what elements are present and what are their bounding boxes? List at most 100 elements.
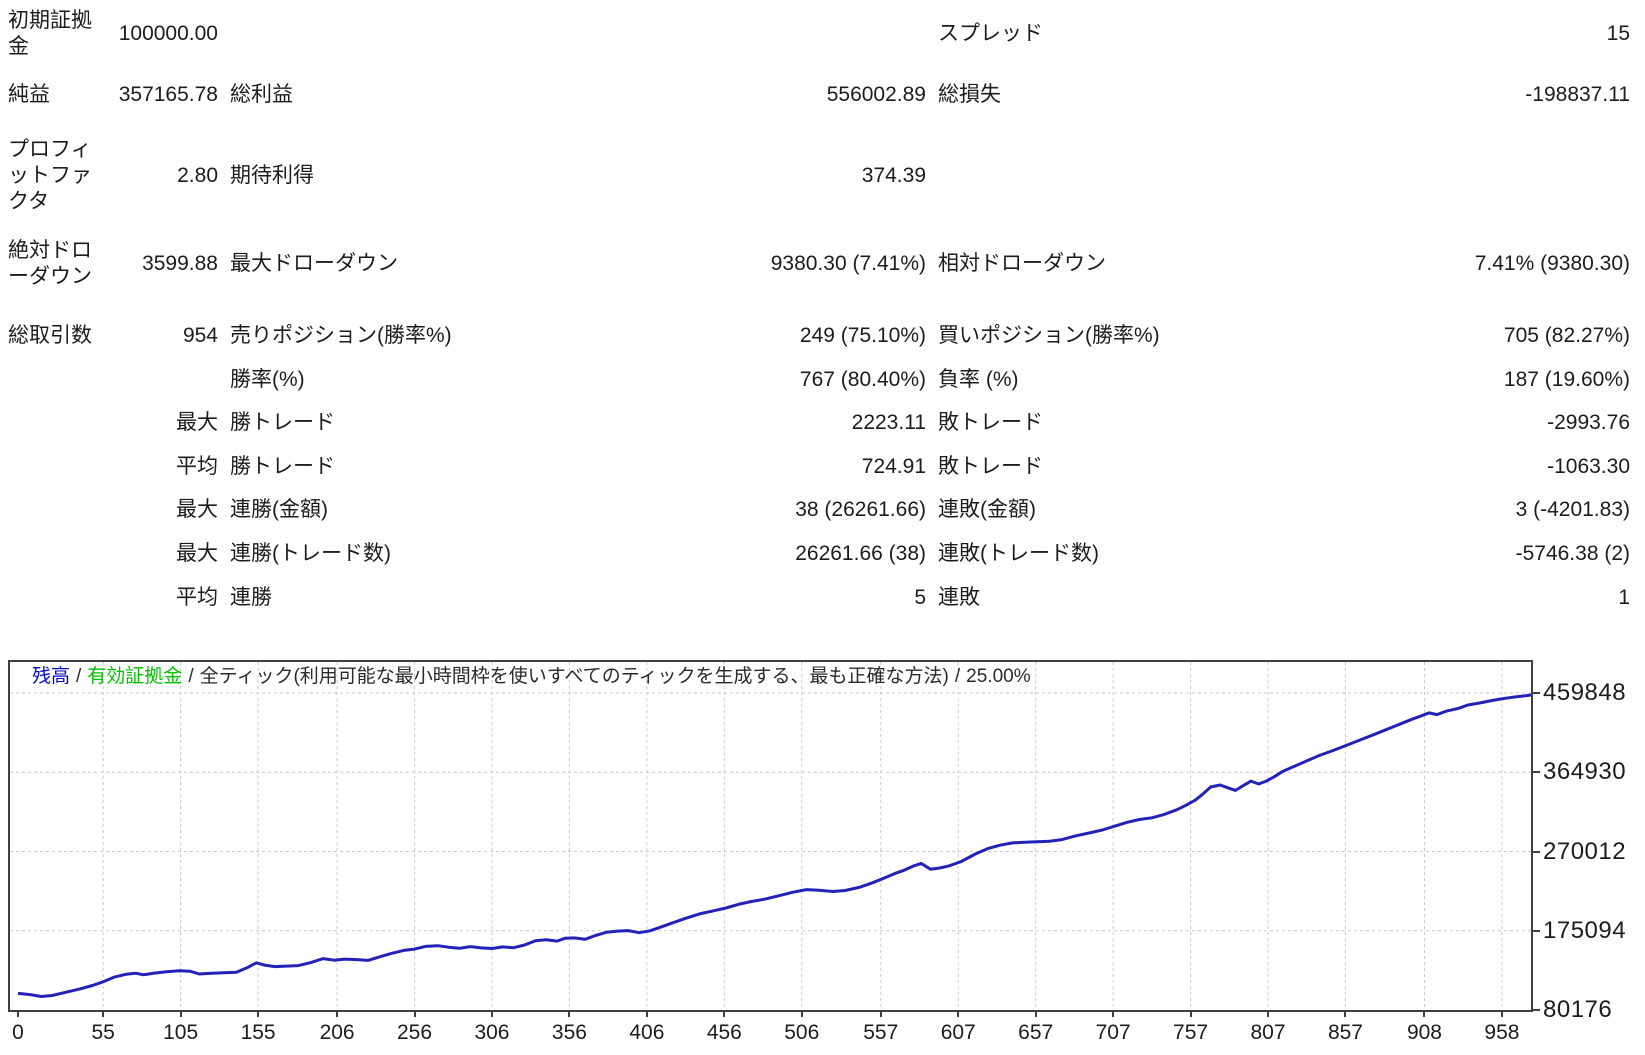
stat-label-1: 初期証拠金 [8,9,92,58]
stat-value-1: 100000.00 [118,22,218,45]
x-axis-label: 356 [551,1021,587,1044]
y-axis-tick [1533,850,1540,853]
x-axis-label: 55 [91,1021,115,1044]
stat-row: 平均 連勝 5 連敗 1 [0,585,1645,611]
stat-value-2: 38 (26261.66) [795,498,926,521]
legend-balance-label: 残高 [32,666,71,687]
stat-label-3: 敗トレード [938,455,1043,478]
x-axis-label: 857 [1327,1021,1363,1044]
y-axis-label: 270012 [1543,837,1627,865]
stat-label-3: 敗トレード [938,411,1043,434]
stat-value-1: 954 [182,324,218,347]
x-axis-tick [490,1012,493,1017]
stat-label-3: 連敗 [938,586,980,609]
stat-label-2: 総利益 [230,83,293,106]
x-axis-label: 958 [1484,1021,1520,1044]
x-axis-label: 406 [629,1021,665,1044]
x-axis-label: 456 [706,1021,742,1044]
stat-value-2: 374.39 [861,164,926,187]
x-axis-label: 206 [319,1021,355,1044]
stat-label-3: スプレッド [938,22,1043,45]
stat-label-1: 絶対ドローダウン [8,239,92,288]
x-axis-label: 155 [240,1021,276,1044]
stat-value-1: 357165.78 [118,83,218,106]
stat-value-1: 平均 [176,455,218,478]
stat-value-1: 2.80 [177,164,218,187]
legend-quality-value: 25.00% [966,666,1031,687]
x-axis-tick [257,1012,260,1017]
x-axis-tick [1034,1012,1037,1017]
y-axis-label: 364930 [1543,758,1627,786]
x-axis-tick [723,1012,726,1017]
balance-chart-canvas [10,662,1531,1010]
x-axis-tick [179,1012,182,1017]
x-axis-tick [1423,1012,1426,1017]
stat-value-2: 556002.89 [826,83,926,106]
stat-value-1: 最大 [176,498,218,521]
y-axis-tick [1533,1009,1540,1011]
x-axis-tick [1267,1012,1270,1017]
stat-value-3: 15 [1606,22,1630,45]
stat-row: 総取引数 954 売りポジション(勝率%) 249 (75.10%) 買いポジション(勝… [0,323,1645,349]
stat-label-1: 総取引数 [8,324,92,347]
stat-row: 絶対ドローダウン 3599.88 最大ドローダウン 9380.30 (7.41%) 相対… [0,238,1645,290]
stat-label-2: 売りポジション(勝率%) [230,324,452,347]
stat-value-3: 705 (82.27%) [1503,324,1630,347]
stat-value-1: 最大 [176,411,218,434]
stat-row: プロフィットファクタ 2.80 期待利得 374.39 [0,137,1645,215]
stat-value-3: -1063.30 [1547,455,1630,478]
stat-value-1: 3599.88 [142,252,218,275]
stat-row: 最大 連勝(トレード数) 26261.66 (38) 連敗(トレード数) -5746.3… [0,541,1645,567]
stat-value-2: 9380.30 (7.41%) [770,252,926,275]
stat-value-1: 最大 [176,542,218,565]
x-axis-tick [568,1012,571,1017]
stat-label-1: プロフィットファクタ [8,138,92,213]
x-axis-label: 0 [12,1021,24,1044]
stat-row: 純益 357165.78 総利益 556002.89 総損失 -198837.11 [0,82,1645,108]
x-axis-label: 557 [863,1021,899,1044]
stat-value-2: 5 [914,586,926,609]
x-axis-label: 807 [1250,1021,1286,1044]
x-axis-tick [645,1012,648,1017]
balance-chart: 残高 / 有効証拠金 / 全ティック(利用可能な最小時間枠を使いすべてのティックを生成す… [8,660,1533,1012]
stat-row: 平均 勝トレード 724.91 敗トレード -1063.30 [0,454,1645,480]
x-axis-tick [1189,1012,1192,1017]
stat-label-2: 勝トレード [230,411,335,434]
legend-model-label: 全ティック(利用可能な最小時間枠を使いすべてのティックを生成する、最も正確な方法… [199,666,949,687]
stat-value-3: 187 (19.60%) [1503,368,1630,391]
x-axis-label: 306 [474,1021,510,1044]
x-axis-tick [413,1012,416,1017]
stat-label-1: 純益 [8,83,50,106]
stat-label-2: 連勝 [230,586,272,609]
legend-separator: / [76,666,82,687]
stat-value-2: 2223.11 [851,411,926,434]
legend-separator: / [954,666,961,687]
x-axis-label: 506 [784,1021,820,1044]
legend-equity-label: 有効証拠金 [87,666,183,687]
x-axis-tick [800,1012,803,1017]
x-axis-tick [1344,1012,1347,1017]
x-axis-label: 256 [397,1021,433,1044]
stat-row: 初期証拠金 100000.00 スプレッド 15 [0,8,1645,60]
chart-legend: 残高 / 有効証拠金 / 全ティック(利用可能な最小時間枠を使いすべてのティックを生成す… [32,664,1031,690]
y-axis-label: 459848 [1543,679,1627,706]
stat-row: 勝率(%) 767 (80.40%) 負率 (%) 187 (19.60%) [0,367,1645,393]
x-axis-label: 657 [1018,1021,1054,1044]
x-axis-label: 105 [163,1021,199,1044]
x-axis-tick [879,1012,882,1017]
stat-row: 最大 連勝(金額) 38 (26261.66) 連敗(金額) 3 (-4201.83) [0,497,1645,523]
x-axis-tick [336,1012,339,1017]
x-axis-tick [102,1012,105,1017]
stat-value-2: 767 (80.40%) [799,368,926,391]
stat-label-2: 勝率(%) [230,368,305,391]
x-axis-tick [957,1012,960,1017]
stat-label-3: 負率 (%) [938,368,1019,391]
stat-label-3: 相対ドローダウン [938,252,1106,275]
legend-separator: / [188,666,194,687]
stat-value-2: 724.91 [861,455,926,478]
stat-value-2: 26261.66 (38) [795,542,926,565]
stat-row: 最大 勝トレード 2223.11 敗トレード -2993.76 [0,410,1645,436]
stat-label-3: 買いポジション(勝率%) [938,324,1160,347]
stat-value-3: -5746.38 (2) [1515,542,1630,565]
x-axis-label: 908 [1406,1021,1442,1044]
